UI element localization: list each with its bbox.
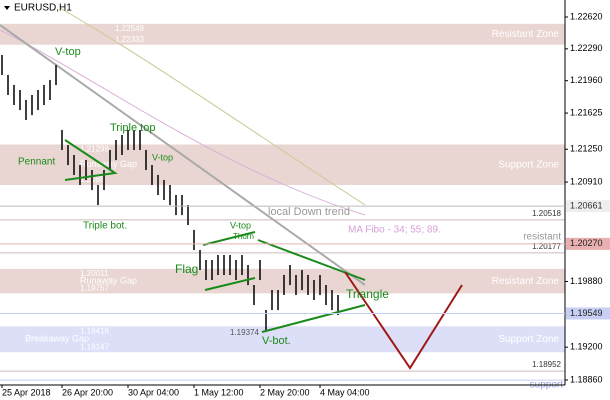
level-label: 1.18952 — [532, 360, 561, 369]
axis-level-label: 1.19549 — [570, 308, 603, 318]
zone-label: Resistant Zone — [492, 276, 560, 287]
zone-top: 1.22549 — [115, 24, 144, 33]
y-tick-label: 1.22290 — [570, 43, 603, 53]
zone-label: Resistant Zone — [492, 29, 560, 40]
axis-level-box — [566, 237, 610, 250]
trend-line — [0, 24, 366, 286]
annotation: 1.19374 — [230, 328, 259, 337]
x-tick-label: 26 Apr 20:00 — [62, 387, 113, 397]
x-tick-label: 2 May 20:00 — [260, 387, 310, 397]
patterns — [64, 139, 366, 333]
triangle-line — [257, 239, 366, 281]
annotation: Pennant — [18, 157, 55, 168]
x-tick-label: 30 Apr 04:00 — [128, 387, 179, 397]
axis-level-box — [566, 200, 610, 213]
y-tick-label: 1.20910 — [570, 176, 603, 186]
y-tick-label: 1.19200 — [570, 342, 603, 352]
x-tick-label: 25 Apr 2018 — [2, 387, 51, 397]
zone-bottom: 1.19147 — [80, 342, 109, 351]
annotation: Flag — [175, 262, 198, 276]
forecast-line — [344, 271, 463, 370]
y-tick-label: 1.22620 — [570, 11, 603, 21]
menu-arrow — [4, 6, 10, 10]
y-tick-label: 1.18860 — [570, 374, 603, 384]
y-tick-label: 1.21625 — [570, 107, 603, 117]
annotation: local Down trend — [268, 206, 350, 218]
axis-level-label: 1.20270 — [570, 238, 603, 248]
zone-bottom: 1.22333 — [115, 35, 144, 44]
zone-label: Support Zone — [498, 159, 559, 170]
annotation: Thorn — [233, 232, 254, 241]
level-label: 1.20177 — [532, 242, 561, 251]
annotation: V-top — [230, 220, 251, 230]
bars — [1, 54, 339, 331]
annotation: Triangle — [346, 287, 389, 301]
x-tick-label: 4 May 04:00 — [320, 387, 370, 397]
zone — [0, 144, 565, 185]
annotation: V-top — [152, 152, 173, 162]
y-tick-label: 1.19880 — [570, 276, 603, 286]
axis-level-label: 1.20661 — [570, 200, 603, 210]
axis-level-box — [566, 307, 610, 320]
moving-average — [59, 7, 366, 206]
axis-level-name: resistant — [523, 231, 561, 242]
annotation: Triple top — [110, 122, 155, 134]
zone-top: 1.20011 — [80, 269, 109, 278]
chart-title: EURUSD,H1 — [14, 3, 72, 14]
zone — [0, 268, 565, 294]
annotation: V-top — [55, 46, 81, 58]
pennant-lines — [64, 139, 118, 181]
annotation: MA Fibo - 34; 55; 89. — [348, 225, 441, 236]
zone-top: 1.21299 — [80, 145, 109, 154]
zone — [0, 326, 565, 353]
zones: Resistant Zone 1.22549 1.22333 Support Zone… — [0, 23, 565, 391]
zone-top: 1.19416 — [80, 326, 109, 335]
zone-bottom: 1.19757 — [80, 283, 109, 292]
zone-gap: Breakaway Gap — [25, 334, 89, 344]
annotation: Triple bot. — [83, 221, 127, 232]
annotation: V-bot. — [262, 335, 291, 347]
y-tick-label: 1.21960 — [570, 75, 603, 85]
flag-line — [202, 231, 256, 246]
zone-gap: Runaway Gap — [80, 159, 137, 169]
zone-gap: Runaway Gap — [80, 275, 137, 285]
triangle-line — [261, 304, 366, 333]
x-tick-label: 1 May 12:00 — [194, 387, 244, 397]
zone-label: Support Zone — [498, 334, 559, 345]
level-label: 1.20518 — [532, 209, 561, 218]
zone — [0, 23, 565, 45]
moving-average — [0, 29, 366, 216]
y-tick-label: 1.21250 — [570, 144, 603, 154]
flag-line — [204, 277, 256, 291]
